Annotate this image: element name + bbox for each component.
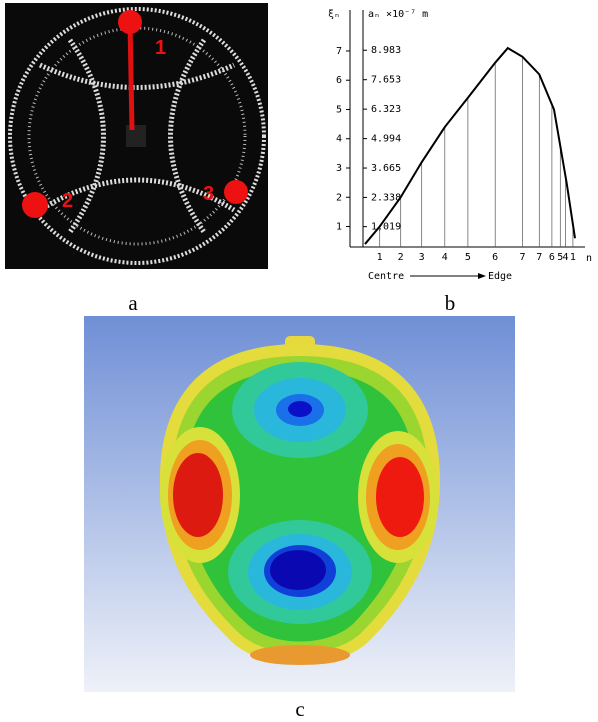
point [118,10,142,34]
y-tick-label: 5 [336,104,342,115]
y2-tick-label: 8.983 [371,45,401,56]
contour [376,457,424,537]
x-tick-label: 4 [563,252,569,263]
y-tick-label: 2 [336,192,342,203]
x-start: Centre [368,271,404,282]
x-tick-label: 6 [492,252,498,263]
x-tick-label: 5 [465,252,471,263]
y-tick-label: 4 [336,134,342,145]
y2-tick-label: 7.653 [371,75,401,86]
point-label: 1 [155,37,166,59]
panel-label: a [128,291,138,315]
x-tick-label: 5 [557,252,563,263]
center [126,125,146,147]
y2-label: aₙ ×10⁻⁷ m [368,9,428,20]
y2-tick-label: 3.665 [371,163,401,174]
contour [250,645,350,665]
x-tick-label: 1 [570,252,576,263]
x-tick-label: 7 [536,252,542,263]
y2-tick-label: 4.994 [371,134,401,145]
x-tick-label: 7 [519,252,525,263]
contour [288,401,312,417]
nodal-lines [38,38,236,234]
panel-c: c [84,316,515,721]
curve [364,46,576,245]
y2-tick-label: 6.323 [371,104,401,115]
y2-tick-label: 2.338 [371,192,401,203]
panel-label: c [295,697,304,721]
panel-label: b [445,291,456,315]
contour [173,453,223,537]
point-label: 2 [62,190,73,212]
y2-tick-label: 1,019 [371,222,401,233]
y-tick-label: 1 [336,222,342,233]
x-label: n [586,253,592,264]
panel-b: ξₙ aₙ ×10⁻⁷ m n Centre Edge b 12345671,0… [328,9,592,315]
red-line [127,21,135,131]
x-tick-label: 2 [398,252,404,263]
panel-a: 1 2 3 a [5,3,268,315]
x-tick-label: 3 [419,252,425,263]
point [224,180,248,204]
x-tick-label: 6 [549,252,555,263]
y-tick-label: 3 [336,163,342,174]
x-end: Edge [488,271,512,282]
arrow-head [478,273,486,279]
x-tick-label: 4 [442,252,448,263]
point [22,192,48,218]
point-label: 3 [203,183,214,205]
ring [8,7,266,265]
contour [270,550,326,590]
y-tick-label: 6 [336,75,342,86]
y-tick-label: 7 [336,46,342,57]
x-tick-label: 1 [377,252,383,263]
y-label: ξₙ [328,9,340,20]
